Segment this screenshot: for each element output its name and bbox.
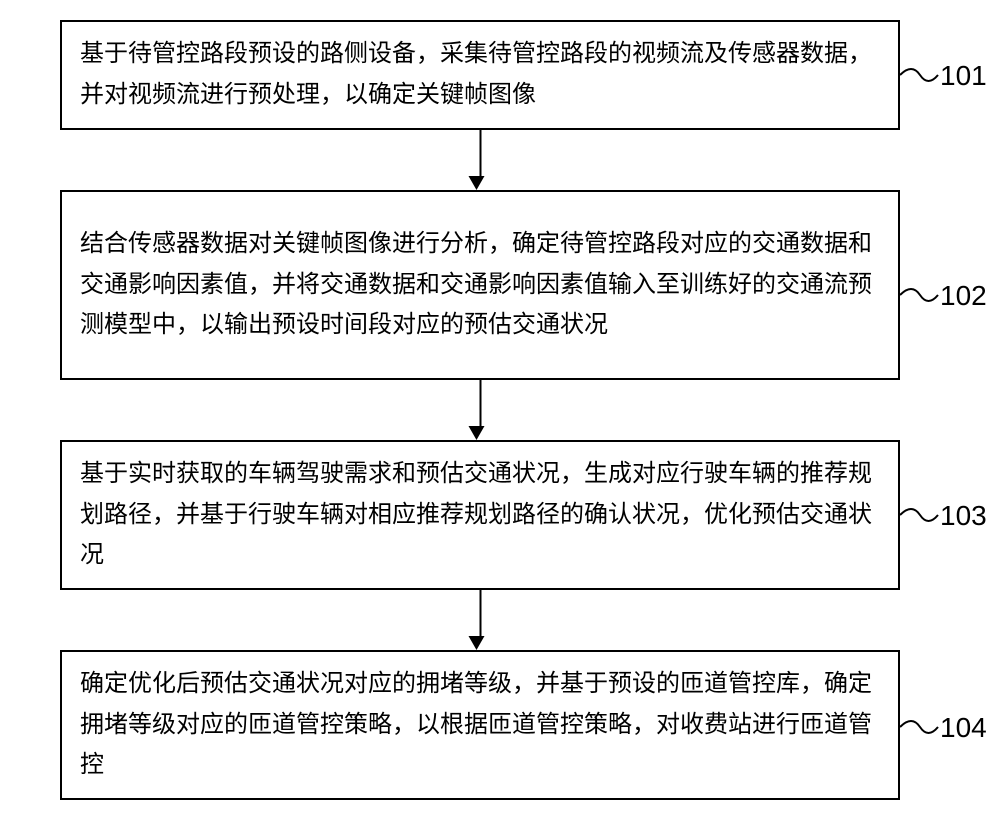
flowchart-container: 基于待管控路段预设的路侧设备，采集待管控路段的视频流及传感器数据，并对视频流进行… bbox=[0, 0, 1000, 826]
step-2-label: 102 bbox=[940, 280, 987, 312]
arrow-3 bbox=[476, 590, 485, 650]
step-2-text: 结合传感器数据对关键帧图像进行分析，确定待管控路段对应的交通数据和交通影响因素值… bbox=[80, 224, 880, 346]
flowchart-step-2: 结合传感器数据对关键帧图像进行分析，确定待管控路段对应的交通数据和交通影响因素值… bbox=[60, 190, 900, 380]
flowchart-step-4: 确定优化后预估交通状况对应的拥堵等级，并基于预设的匝道管控库，确定拥堵等级对应的… bbox=[60, 650, 900, 800]
step-1-text: 基于待管控路段预设的路侧设备，采集待管控路段的视频流及传感器数据，并对视频流进行… bbox=[80, 34, 880, 116]
connector-2 bbox=[900, 275, 940, 315]
flowchart-step-1: 基于待管控路段预设的路侧设备，采集待管控路段的视频流及传感器数据，并对视频流进行… bbox=[60, 20, 900, 130]
step-3-label: 103 bbox=[940, 500, 987, 532]
step-1-label: 101 bbox=[940, 60, 987, 92]
arrow-1 bbox=[476, 130, 485, 190]
step-4-label: 104 bbox=[940, 712, 987, 744]
connector-4 bbox=[900, 707, 940, 747]
flowchart-step-3: 基于实时获取的车辆驾驶需求和预估交通状况，生成对应行驶车辆的推荐规划路径，并基于… bbox=[60, 440, 900, 590]
arrow-2 bbox=[476, 380, 485, 440]
connector-3 bbox=[900, 495, 940, 535]
step-3-text: 基于实时获取的车辆驾驶需求和预估交通状况，生成对应行驶车辆的推荐规划路径，并基于… bbox=[80, 454, 880, 576]
connector-1 bbox=[900, 55, 940, 95]
step-4-text: 确定优化后预估交通状况对应的拥堵等级，并基于预设的匝道管控库，确定拥堵等级对应的… bbox=[80, 664, 880, 786]
